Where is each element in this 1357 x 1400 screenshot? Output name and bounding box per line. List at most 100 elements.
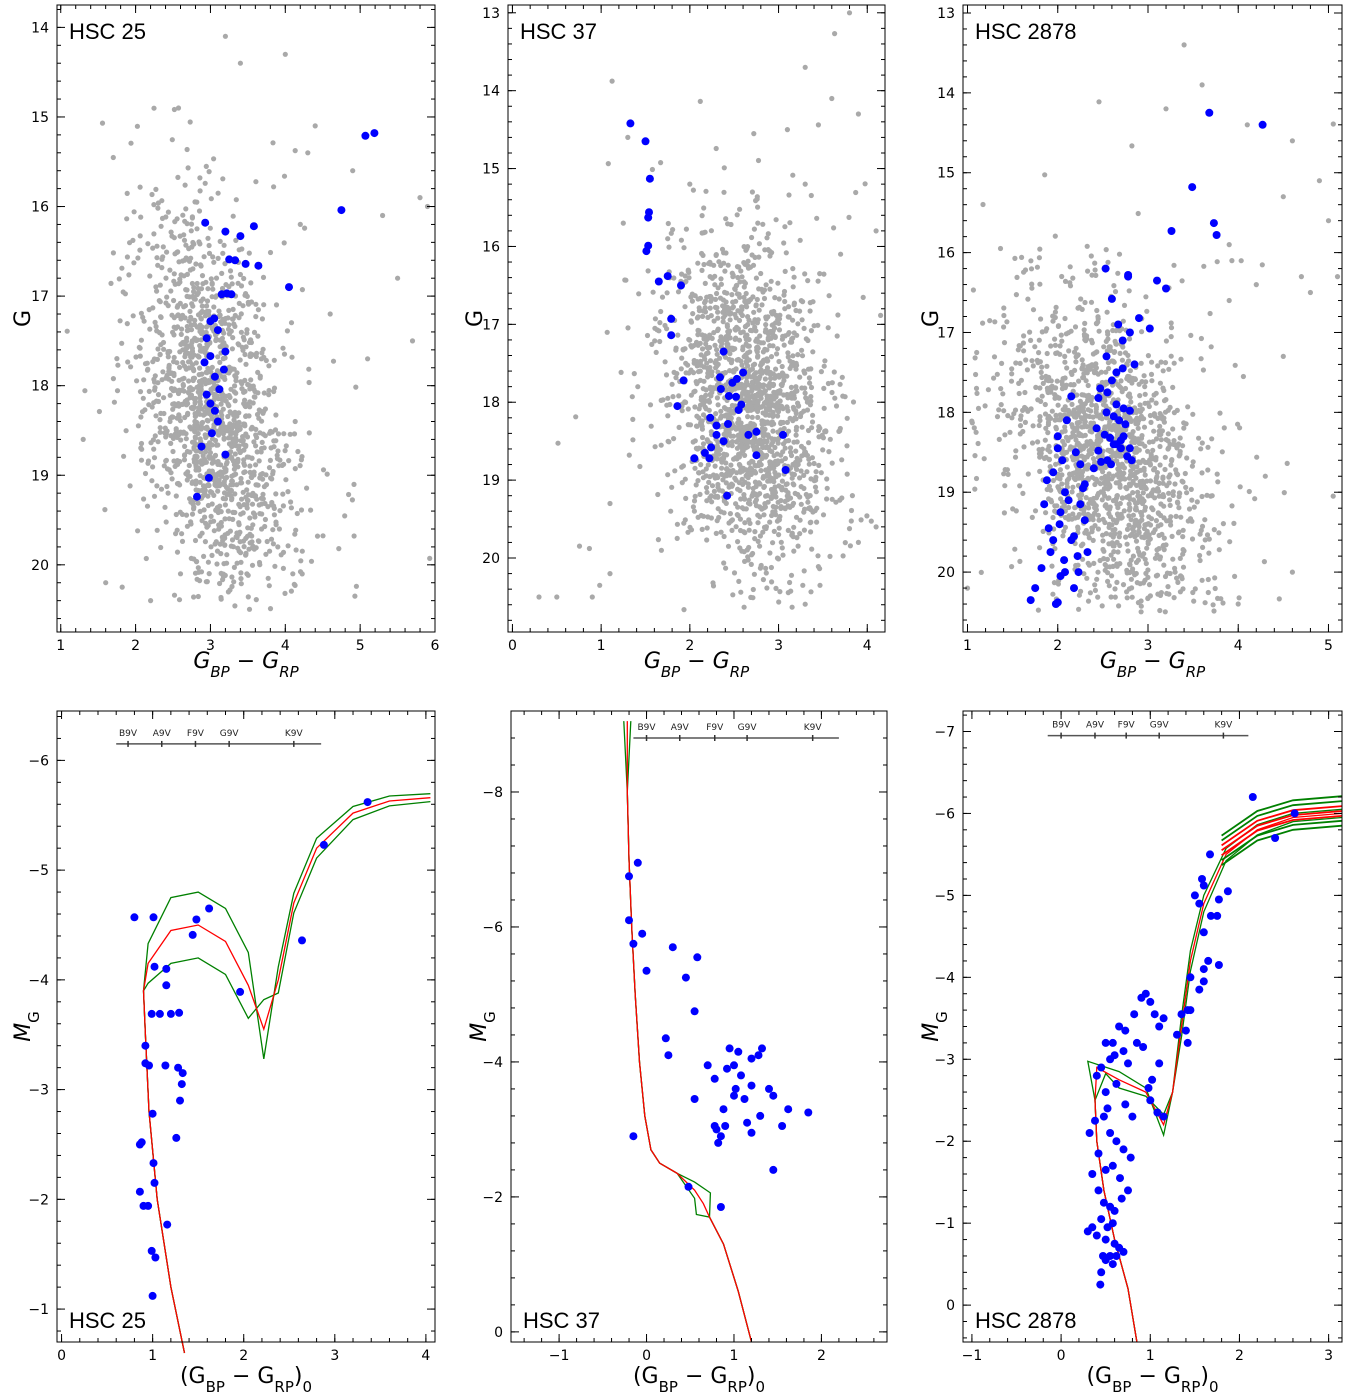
field-star [1174, 499, 1181, 505]
field-star [173, 493, 179, 499]
field-star [1068, 382, 1074, 388]
field-star [1161, 547, 1167, 553]
field-star [708, 228, 715, 234]
field-star [724, 322, 730, 328]
field-star [844, 471, 850, 477]
field-star [712, 282, 718, 288]
field-star [1066, 476, 1072, 482]
field-star [186, 294, 193, 300]
field-star [658, 397, 664, 403]
field-star [1207, 310, 1213, 317]
field-star [699, 346, 706, 352]
field-star [1145, 353, 1151, 359]
field-star [330, 358, 337, 364]
field-star [785, 350, 791, 356]
field-star [970, 287, 977, 293]
field-star [1096, 328, 1102, 334]
field-star [1205, 589, 1211, 596]
field-star [752, 324, 758, 330]
y-tick-label: 14 [482, 84, 500, 100]
member-star [231, 256, 240, 265]
field-star [1125, 548, 1131, 554]
field-star [775, 413, 781, 419]
field-star [187, 359, 193, 365]
field-star [1064, 464, 1070, 470]
field-star [231, 321, 237, 327]
field-star [679, 355, 685, 361]
field-star [169, 137, 175, 143]
field-star [158, 486, 165, 492]
member-star [752, 451, 761, 460]
field-star [821, 271, 827, 277]
field-star [1057, 476, 1063, 482]
field-star [182, 443, 188, 449]
field-star [218, 596, 224, 602]
field-star [211, 380, 217, 386]
field-star [1254, 454, 1260, 460]
field-star [165, 303, 171, 309]
field-star [807, 300, 813, 306]
field-star [198, 316, 204, 322]
field-star [864, 513, 870, 519]
field-star [1004, 319, 1010, 325]
field-star [795, 400, 801, 406]
field-star [725, 442, 732, 448]
field-star [1042, 411, 1049, 417]
field-star [703, 485, 710, 491]
field-star [263, 551, 269, 557]
field-star [1043, 510, 1049, 516]
field-star [1135, 489, 1141, 495]
field-star [1191, 598, 1197, 604]
field-star [1141, 467, 1147, 473]
field-star [722, 337, 728, 343]
field-star [1216, 547, 1222, 553]
field-star [1082, 320, 1088, 326]
field-star [1147, 522, 1154, 528]
field-star [1089, 429, 1095, 435]
field-star [261, 390, 267, 396]
field-star [673, 345, 679, 351]
field-star [205, 418, 211, 424]
field-star [1199, 493, 1205, 500]
field-star [1081, 416, 1087, 422]
field-star [806, 440, 812, 446]
field-star [1107, 564, 1113, 570]
field-star [671, 275, 677, 281]
field-star [1008, 378, 1015, 384]
field-star [815, 278, 821, 284]
field-star [1059, 273, 1065, 280]
field-star [734, 264, 741, 270]
field-star [764, 347, 770, 353]
field-star [142, 407, 148, 413]
field-star [131, 260, 137, 266]
field-star [259, 526, 265, 532]
field-star [673, 375, 679, 381]
field-star [1183, 484, 1189, 490]
field-star [148, 598, 154, 604]
field-star [821, 363, 827, 369]
field-star [723, 565, 729, 571]
field-star [1029, 358, 1035, 364]
field-star [739, 306, 745, 313]
field-star [818, 470, 824, 476]
field-star [753, 302, 759, 308]
field-star [718, 281, 725, 287]
field-star [222, 355, 228, 361]
field-star [1052, 503, 1058, 509]
field-star [124, 321, 130, 327]
field-star [682, 304, 688, 310]
field-star [772, 490, 779, 496]
field-star [1048, 487, 1054, 493]
field-star [1116, 383, 1122, 389]
field-star [745, 402, 752, 408]
field-star [770, 540, 776, 546]
field-star [247, 404, 253, 410]
field-star [802, 601, 808, 607]
field-star [179, 511, 185, 517]
field-star [669, 381, 675, 387]
field-star [1214, 471, 1220, 477]
field-star [715, 326, 721, 332]
field-star [1001, 471, 1007, 477]
member-star [236, 232, 245, 241]
field-star [201, 456, 208, 462]
